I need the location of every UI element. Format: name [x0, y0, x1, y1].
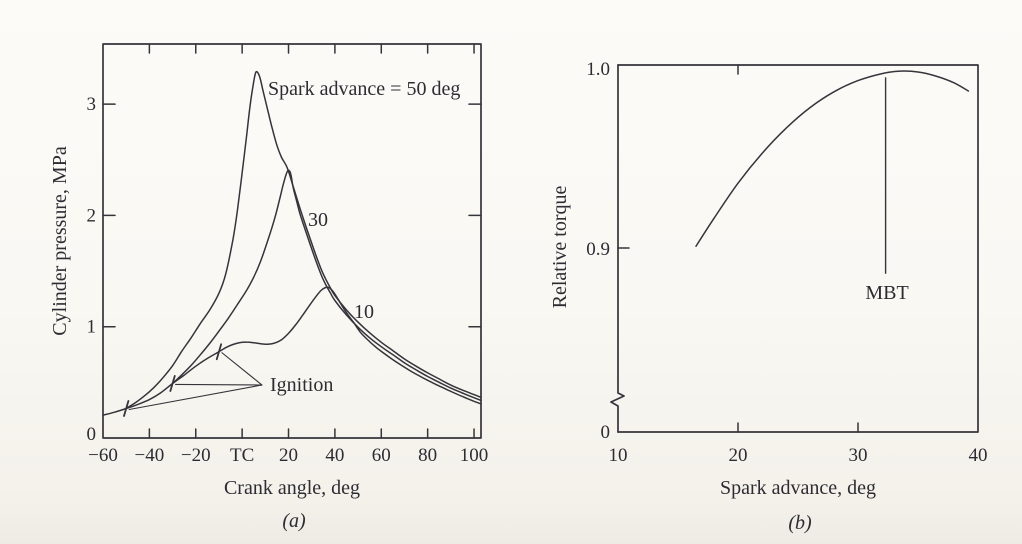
a-x-tick-label: 20 — [279, 445, 298, 466]
b-y-axis-title: Relative torque — [549, 186, 571, 309]
b-x-tick-label: 20 — [729, 445, 748, 466]
ignition-tick-mark — [123, 400, 130, 417]
ignition-tick-mark — [215, 343, 223, 361]
a-x-axis-title: Crank angle, deg — [224, 477, 360, 499]
ignition-pointer-line — [221, 352, 263, 386]
b-x-tick-label: 30 — [849, 445, 868, 466]
panel-a: −60 −40 −20 TC 20 40 60 80 100 0 1 2 3 — [87, 43, 489, 466]
curve-spark-advance-10 — [218, 286, 482, 405]
ignition-annotation: Ignition — [270, 374, 333, 396]
curve-10-annotation: 10 — [354, 301, 374, 323]
spark-advance-50-annotation: Spark advance = 50 deg — [268, 78, 460, 100]
panel-b: 10 20 30 40 0 0.9 1.0 — [586, 59, 987, 466]
a-x-tick-label: 100 — [460, 445, 489, 466]
a-y-tick-label: 3 — [87, 94, 97, 115]
curve-spark-advance-30 — [171, 169, 482, 402]
a-x-tick-label: TC — [230, 445, 254, 466]
b-axis-frame — [617, 64, 979, 433]
b-x-tick-label: 40 — [969, 445, 988, 466]
mbt-annotation: MBT — [865, 282, 908, 304]
b-y-tick-label: 1.0 — [586, 59, 610, 80]
a-axis-box — [102, 43, 482, 439]
a-y-axis-title: Cylinder pressure, MPa — [49, 146, 71, 336]
a-x-tick-label: −60 — [88, 445, 118, 466]
b-y-tick-label: 0.9 — [586, 239, 610, 260]
a-x-tick-label: −20 — [181, 445, 211, 466]
curve-motoring-baseline — [102, 350, 220, 416]
curve-relative-torque — [695, 70, 970, 247]
ignition-tick-mark — [169, 375, 176, 392]
ignition-pointer-line — [175, 383, 263, 386]
a-x-tick-label: 80 — [418, 445, 437, 466]
a-x-tick-label: −40 — [135, 445, 165, 466]
b-x-axis-title: Spark advance, deg — [720, 477, 876, 499]
a-x-tick-label: 40 — [325, 445, 344, 466]
a-y-tick-label: 0 — [87, 424, 97, 445]
a-caption: (a) — [282, 510, 306, 532]
b-y-tick-label: 0 — [601, 422, 611, 443]
a-y-tick-label: 1 — [87, 317, 97, 338]
b-left-axis-with-break — [610, 64, 625, 433]
a-x-tick-label: 60 — [372, 445, 391, 466]
curve-30-annotation: 30 — [308, 209, 328, 231]
a-y-tick-label: 2 — [87, 205, 97, 226]
b-caption: (b) — [788, 512, 812, 534]
curve-spark-advance-50 — [125, 70, 482, 410]
b-x-tick-label: 10 — [609, 445, 628, 466]
ignition-pointer-line — [128, 384, 263, 411]
